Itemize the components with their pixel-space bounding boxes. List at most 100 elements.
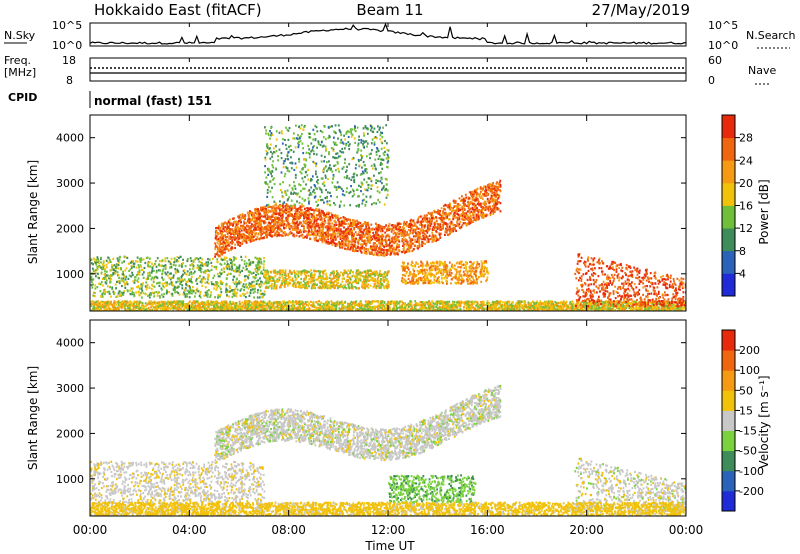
heatmap-cell bbox=[346, 307, 349, 310]
heatmap-cell bbox=[168, 291, 170, 294]
heatmap-cell bbox=[155, 269, 158, 272]
heatmap-cell bbox=[418, 308, 420, 311]
heatmap-cell bbox=[243, 227, 245, 230]
heatmap-cell bbox=[222, 258, 225, 261]
heatmap-cell bbox=[231, 247, 234, 250]
heatmap-cell bbox=[224, 226, 227, 229]
heatmap-cell bbox=[194, 302, 196, 305]
heatmap-cell bbox=[307, 309, 310, 311]
heatmap-cell bbox=[217, 275, 220, 278]
heatmap-cell bbox=[346, 234, 348, 237]
heatmap-cell bbox=[671, 307, 674, 310]
heatmap-cell bbox=[208, 258, 211, 261]
heatmap-cell bbox=[667, 308, 670, 311]
heatmap-cell bbox=[195, 278, 198, 281]
heatmap-cell bbox=[365, 244, 367, 247]
heatmap-cell bbox=[286, 308, 289, 311]
heatmap-cell bbox=[251, 230, 253, 233]
heatmap-cell bbox=[225, 287, 228, 290]
heatmap-cell bbox=[418, 303, 420, 306]
heatmap-cell bbox=[625, 303, 628, 306]
heatmap-cell bbox=[541, 302, 543, 306]
heatmap-cell bbox=[263, 308, 266, 311]
heatmap-cell bbox=[353, 234, 356, 237]
heatmap-cell bbox=[573, 308, 576, 311]
heatmap-cell bbox=[367, 300, 370, 303]
heatmap-cell bbox=[115, 295, 118, 298]
heatmap-cell bbox=[428, 309, 430, 311]
heatmap-cell bbox=[162, 304, 165, 308]
heatmap-cell bbox=[368, 309, 371, 311]
heatmap-cell bbox=[646, 302, 649, 305]
heatmap-cell bbox=[292, 303, 295, 306]
heatmap-cell bbox=[221, 304, 224, 307]
heatmap-cell bbox=[322, 227, 325, 230]
heatmap-cell bbox=[216, 260, 219, 263]
heatmap-cell bbox=[105, 279, 108, 282]
heatmap-cell bbox=[107, 285, 109, 288]
heatmap-cell bbox=[204, 269, 207, 272]
heatmap-cell bbox=[683, 302, 685, 305]
heatmap-cell bbox=[149, 292, 152, 295]
heatmap-cell bbox=[152, 278, 155, 281]
heatmap-cell bbox=[192, 301, 195, 304]
heatmap-cell bbox=[235, 280, 237, 284]
heatmap-cell bbox=[126, 281, 128, 284]
heatmap-cell bbox=[399, 309, 401, 311]
heatmap-cell bbox=[220, 263, 223, 266]
heatmap-cell bbox=[415, 307, 417, 310]
heatmap-cell bbox=[414, 238, 417, 241]
heatmap-cell bbox=[233, 259, 235, 262]
heatmap-cell bbox=[360, 303, 362, 306]
heatmap-cell bbox=[177, 270, 179, 273]
heatmap-cell bbox=[393, 251, 396, 254]
heatmap-cell bbox=[260, 260, 263, 264]
heatmap-cell bbox=[292, 305, 295, 308]
heatmap-cell bbox=[662, 309, 665, 311]
heatmap-cell bbox=[269, 231, 272, 234]
heatmap-cell bbox=[408, 309, 410, 311]
heatmap-cell bbox=[256, 301, 258, 304]
heatmap-cell bbox=[277, 307, 280, 311]
heatmap-cell bbox=[223, 305, 226, 308]
heatmap-cell bbox=[92, 257, 95, 260]
heatmap-cell bbox=[198, 303, 201, 306]
heatmap-cell bbox=[232, 307, 234, 310]
heatmap-cell bbox=[331, 222, 333, 225]
heatmap-cell bbox=[219, 271, 221, 274]
heatmap-cell bbox=[230, 307, 233, 310]
heatmap-cell bbox=[310, 219, 313, 222]
heatmap-cell bbox=[431, 304, 434, 307]
heatmap-cell bbox=[334, 308, 337, 311]
heatmap-cell bbox=[124, 278, 127, 281]
heatmap-cell bbox=[182, 279, 184, 282]
heatmap-cell bbox=[530, 301, 533, 305]
heatmap-cell bbox=[247, 277, 250, 280]
heatmap-cell bbox=[366, 236, 368, 239]
heatmap-cell bbox=[246, 304, 249, 307]
heatmap-cell bbox=[90, 303, 92, 306]
heatmap-cell bbox=[166, 289, 168, 292]
heatmap-cell bbox=[394, 302, 396, 305]
heatmap-cell bbox=[365, 305, 368, 308]
heatmap-cell bbox=[481, 213, 484, 216]
heatmap-cell bbox=[666, 308, 668, 311]
heatmap-cell bbox=[252, 280, 255, 283]
heatmap-cell bbox=[122, 293, 125, 296]
heatmap-cell bbox=[157, 264, 160, 267]
heatmap-cell bbox=[102, 260, 105, 263]
heatmap-cell bbox=[290, 207, 292, 210]
heatmap-cell bbox=[224, 243, 227, 246]
heatmap-cell bbox=[564, 302, 567, 305]
heatmap-cell bbox=[456, 301, 458, 304]
heatmap-cell bbox=[179, 309, 181, 311]
heatmap-cell bbox=[175, 281, 178, 284]
heatmap-cell bbox=[219, 295, 221, 298]
heatmap-cell bbox=[350, 243, 353, 246]
heatmap-cell bbox=[139, 260, 142, 263]
heatmap-cell bbox=[158, 291, 160, 294]
heatmap-cell bbox=[147, 274, 150, 278]
heatmap-cell bbox=[118, 309, 120, 311]
heatmap-cell bbox=[129, 261, 132, 264]
heatmap-cell bbox=[365, 303, 368, 306]
